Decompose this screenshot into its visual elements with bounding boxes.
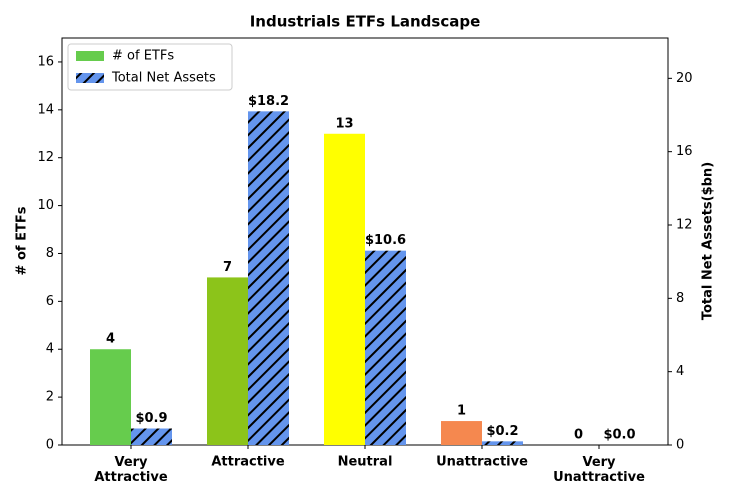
legend-box [67, 43, 233, 91]
value-label: 0 [574, 428, 583, 443]
x-tick-label: Very Attractive [94, 455, 168, 485]
value-label: 7 [223, 260, 232, 275]
value-label: $10.6 [365, 233, 406, 248]
x-tick-label: Attractive [211, 455, 285, 470]
value-label: $0.9 [135, 411, 167, 426]
bar [324, 133, 365, 445]
y-tick-label: 16 [37, 54, 54, 69]
y-tick-label: 14 [37, 102, 54, 117]
y2-tick-label: 0 [676, 438, 684, 453]
bar [248, 111, 289, 445]
bar [482, 441, 523, 445]
x-tick-label: Unattractive [436, 455, 528, 470]
y2-tick-label: 8 [676, 291, 684, 306]
y-tick-label: 0 [46, 438, 54, 453]
value-label: 1 [457, 404, 466, 419]
legend-swatch [76, 73, 104, 83]
value-label: $0.2 [486, 424, 518, 439]
value-label: $18.2 [248, 94, 289, 109]
y2-tick-label: 4 [676, 364, 684, 379]
bar [207, 277, 248, 445]
y-tick-label: 6 [46, 294, 54, 309]
y-tick-label: 8 [46, 246, 54, 261]
legend-label: Total Net Assets [111, 71, 216, 86]
x-tick-label: Very Unattractive [553, 455, 645, 485]
bar [441, 421, 482, 445]
y-tick-label: 2 [46, 390, 54, 405]
bar [90, 349, 131, 445]
y2-tick-label: 20 [676, 71, 693, 86]
bar [365, 250, 406, 445]
y-tick-label: 4 [46, 342, 54, 357]
y2-axis-label: Total Net Assets($bn) [701, 162, 716, 320]
x-tick-label: Neutral [338, 455, 393, 470]
y2-tick-label: 12 [676, 218, 693, 233]
value-label: 13 [335, 116, 353, 131]
value-label: 4 [106, 332, 115, 347]
y-tick-label: 10 [37, 198, 54, 213]
legend-label: # of ETFs [112, 49, 174, 64]
y2-tick-label: 16 [676, 144, 693, 159]
value-label: $0.0 [603, 428, 635, 443]
bar [131, 428, 172, 445]
chart-title: Industrials ETFs Landscape [250, 13, 481, 31]
legend-swatch [76, 51, 104, 61]
y-axis-label: # of ETFs [15, 206, 30, 275]
y-tick-label: 12 [37, 150, 54, 165]
